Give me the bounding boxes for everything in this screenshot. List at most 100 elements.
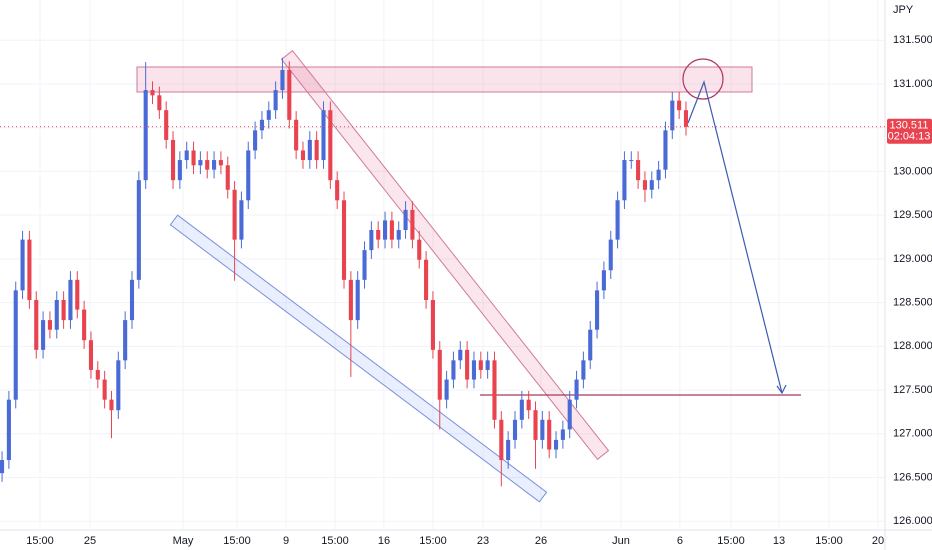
candle-body (636, 160, 641, 181)
candle-body (547, 419, 552, 450)
candle-body (157, 95, 162, 111)
candle-body (143, 90, 148, 181)
x-tick-label: 6 (677, 535, 683, 547)
candle-body (478, 360, 483, 370)
x-tick-label: 15:00 (815, 535, 843, 547)
candle-body (424, 259, 429, 300)
countdown-label: 02:04:13 (888, 131, 931, 143)
candle-body (266, 110, 271, 120)
candle-body (403, 209, 408, 231)
candle-body (430, 299, 435, 350)
candle-body (95, 369, 100, 380)
x-tick-label: 16 (378, 535, 390, 547)
x-tick-label: 15:00 (717, 535, 745, 547)
candle-body (629, 160, 634, 162)
x-tick-label: 15:00 (26, 535, 54, 547)
x-tick-label: 9 (283, 535, 289, 547)
x-tick-label: 23 (477, 535, 489, 547)
target-circle (682, 58, 724, 100)
candle-body (595, 290, 600, 330)
candle-body (506, 439, 511, 461)
candle-body (218, 160, 223, 166)
candle-body (465, 349, 470, 380)
candle-body (519, 399, 524, 420)
candle-body (362, 250, 367, 280)
x-tick-label: May (173, 535, 194, 547)
candle-body (54, 299, 59, 330)
candle-body (170, 139, 176, 181)
candle-body (615, 200, 620, 240)
candle-body (601, 270, 606, 291)
candle-body (68, 279, 73, 321)
candle-body (663, 130, 668, 170)
candle-body (677, 100, 682, 111)
candle-body (567, 399, 572, 430)
candle-body (20, 239, 25, 291)
projection-arrow (687, 80, 783, 394)
candle-body (649, 180, 654, 190)
candle-body (683, 110, 689, 127)
candle-body (212, 160, 217, 170)
candle-body (280, 69, 285, 91)
candle-body (321, 110, 326, 161)
x-tick-label: 15:00 (223, 535, 251, 547)
candle-body (417, 239, 422, 260)
candle-body (177, 160, 182, 181)
candle-body (396, 230, 401, 240)
candle-body (533, 410, 538, 440)
candle-body (307, 139, 312, 161)
candle-body (116, 360, 121, 411)
candle-body (287, 69, 292, 120)
last-price-box (887, 118, 932, 144)
arrow-head (776, 384, 787, 395)
candle-body (34, 299, 39, 350)
candle-body (109, 399, 114, 411)
candle-body (369, 230, 374, 251)
candle-body (259, 119, 264, 131)
candle-body (41, 320, 46, 350)
candle-body (389, 220, 394, 240)
candle-body (232, 189, 237, 240)
candle-body (75, 279, 80, 310)
candle-body (253, 130, 258, 151)
candle-body (47, 320, 52, 330)
candle-body (526, 399, 531, 411)
candle-body (102, 379, 107, 400)
candle-body (451, 360, 456, 380)
candle-body (410, 209, 415, 240)
y-tick-label: 127.500 (893, 384, 932, 396)
x-tick-label: 15:00 (321, 535, 349, 547)
candle-body (540, 419, 545, 440)
candle-body (670, 100, 675, 131)
candle-body (335, 180, 340, 201)
lower-channel (169, 214, 548, 503)
candle-body (314, 139, 319, 161)
candle-body (471, 360, 477, 380)
last-price-label: 130.511 (890, 120, 929, 132)
upper-channel (280, 49, 610, 461)
y-tick-label: 131.500 (893, 34, 932, 46)
y-tick-label: 127.000 (893, 428, 932, 440)
candle-body (225, 165, 230, 190)
candle-body (88, 340, 94, 370)
candle-body (150, 90, 155, 96)
y-tick-label: 129.000 (893, 253, 932, 265)
x-tick-label: Jun (612, 535, 630, 547)
resistance-zone (136, 66, 753, 93)
candle-body (553, 439, 559, 450)
candle-body (294, 119, 299, 151)
candle-body (136, 180, 141, 280)
y-tick-label: 128.000 (893, 340, 932, 352)
candle-body (341, 200, 347, 280)
candle-body (512, 419, 518, 440)
candle-body (300, 150, 306, 161)
candle-body (61, 299, 66, 321)
candle-body (588, 329, 593, 361)
candle-body (184, 150, 189, 161)
candle-body (6, 399, 11, 461)
candle-body (0, 460, 5, 474)
currency-label: JPY (893, 4, 914, 16)
candle-body (129, 279, 135, 321)
candle-body (642, 180, 647, 190)
candle-body (376, 230, 381, 240)
